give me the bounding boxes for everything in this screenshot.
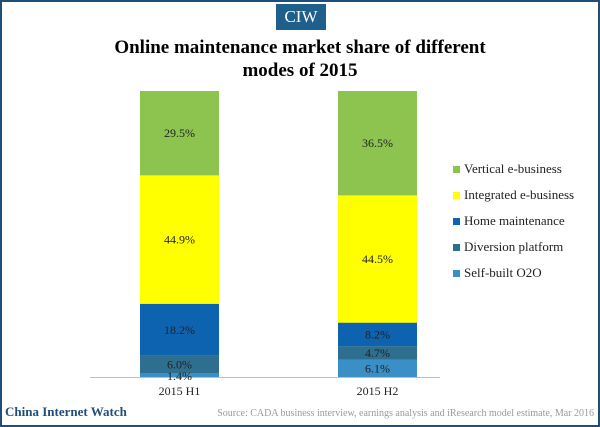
data-label-integrated-e-business-2015-h1: 44.9% (164, 233, 195, 247)
legend-swatch-self-built-o2o (453, 269, 460, 277)
chart-title-line-2: modes of 2015 (242, 60, 358, 81)
legend-item-vertical-e-business: Vertical e-business (453, 156, 598, 182)
data-label-vertical-e-business-2015-h2: 36.5% (362, 136, 393, 150)
data-label-self-built-o2o-2015-h2: 6.1% (365, 361, 390, 375)
legend-label-vertical-e-business: Vertical e-business (464, 161, 562, 176)
ciw-badge: CIW (276, 4, 326, 30)
data-label-home-maintenance-2015-h1: 18.2% (164, 323, 195, 337)
bar-segment-vertical-e-business-2015-h1 (140, 91, 219, 176)
legend-label-integrated-e-business: Integrated e-business (464, 187, 575, 202)
footer-source: Source: CADA business interview, earning… (217, 408, 594, 419)
legend-swatch-home-maintenance (453, 217, 460, 225)
data-label-diversion-platform-2015-h2: 4.7% (365, 346, 390, 360)
legend-label-home-maintenance: Home maintenance (464, 213, 565, 228)
chart-title-line-1: Online maintenance market share of diffe… (114, 37, 486, 58)
x-tick-label-2015-h2: 2015 H2 (357, 384, 399, 398)
legend-swatch-vertical-e-business (453, 165, 460, 173)
chart-title: Online maintenance market share of diffe… (0, 36, 600, 82)
bar-segment-self-built-o2o-2015-h1 (140, 372, 219, 377)
bar-segment-vertical-e-business-2015-h2 (338, 91, 417, 196)
x-tick-label-2015-h1: 2015 H1 (159, 384, 201, 398)
chart-legend: Vertical e-business Integrated e-business… (453, 156, 598, 286)
footer-brand: China Internet Watch (5, 404, 127, 419)
data-label-self-built-o2o-2015-h1: 1.4% (167, 369, 192, 383)
legend-swatch-diversion-platform (453, 243, 460, 251)
bar-segment-self-built-o2o-2015-h2 (338, 359, 417, 377)
data-label-integrated-e-business-2015-h2: 44.5% (362, 252, 393, 266)
data-label-diversion-platform-2015-h1: 6.0% (167, 357, 192, 371)
legend-label-self-built-o2o: Self-built O2O (464, 265, 542, 280)
data-label-vertical-e-business-2015-h1: 29.5% (164, 126, 195, 140)
bar-segment-integrated-e-business-2015-h1 (140, 175, 219, 304)
bar-segment-diversion-platform-2015-h2 (338, 346, 417, 360)
legend-item-integrated-e-business: Integrated e-business (453, 182, 598, 208)
legend-swatch-integrated-e-business (453, 191, 460, 199)
bar-segment-home-maintenance-2015-h2 (338, 322, 417, 347)
bar-segment-diversion-platform-2015-h1 (140, 355, 219, 373)
legend-item-diversion-platform: Diversion platform (453, 234, 598, 260)
bar-segment-integrated-e-business-2015-h2 (338, 195, 417, 323)
legend-item-home-maintenance: Home maintenance (453, 208, 598, 234)
legend-label-diversion-platform: Diversion platform (464, 239, 564, 254)
data-label-home-maintenance-2015-h2: 8.2% (365, 327, 390, 341)
legend-item-self-built-o2o: Self-built O2O (453, 260, 598, 286)
bar-segment-home-maintenance-2015-h1 (140, 303, 219, 356)
